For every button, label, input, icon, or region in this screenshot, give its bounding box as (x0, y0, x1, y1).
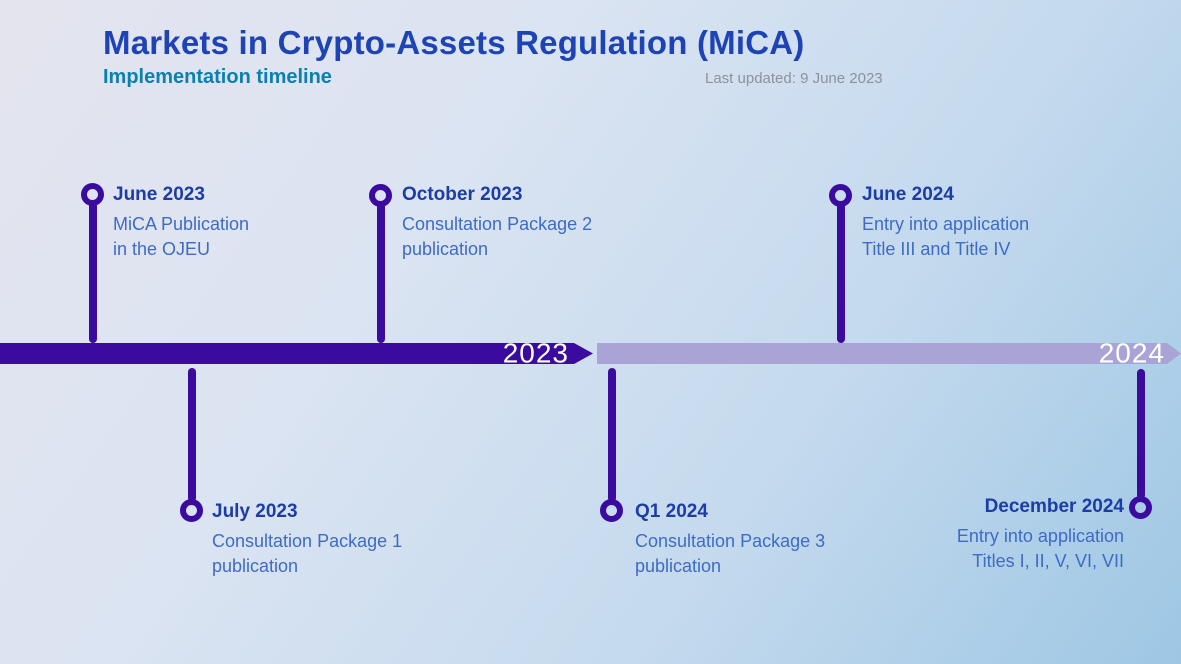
event-desc-line1: Consultation Package 1 (212, 531, 403, 551)
event-marker-icon (81, 183, 104, 206)
event-june-2024: June 2024 Entry into application Title I… (862, 184, 1029, 262)
event-date: June 2023 (113, 184, 205, 205)
event-desc-line1: Consultation Package 3 (635, 531, 826, 551)
event-date: July 2023 (212, 501, 298, 522)
event-desc-line2: publication (635, 556, 722, 576)
event-desc-line2: in the OJEU (113, 239, 211, 259)
page-title: Markets in Crypto-Assets Regulation (MiC… (103, 24, 805, 61)
event-december-2024: December 2024 Entry into application Tit… (957, 496, 1124, 574)
event-desc-line1: MiCA Publication (113, 214, 250, 234)
event-desc-line1: Entry into application (862, 214, 1030, 234)
timeline-bar-2023: 2023 (0, 343, 593, 364)
event-q1-2024: Q1 2024 Consultation Package 3 publicati… (635, 501, 825, 579)
event-marker-icon (1129, 496, 1152, 519)
year-label-2024: 2024 (1098, 336, 1165, 368)
event-description: MiCA Publication in the OJEU (113, 212, 249, 262)
event-connector (188, 368, 196, 502)
year-label-2023: 2023 (502, 336, 569, 368)
event-date: June 2024 (862, 184, 954, 205)
event-marker-icon (829, 184, 852, 207)
event-description: Consultation Package 1 publication (212, 529, 402, 579)
event-connector (89, 202, 97, 343)
event-date: December 2024 (984, 496, 1124, 517)
event-connector (1137, 369, 1145, 499)
event-desc-line1: Consultation Package 2 (402, 214, 593, 234)
last-updated-label: Last updated: 9 June 2023 (705, 70, 883, 87)
event-date: October 2023 (402, 184, 523, 205)
event-desc-line2: publication (212, 556, 299, 576)
event-connector (377, 203, 385, 343)
event-marker-icon (180, 499, 203, 522)
event-october-2023: October 2023 Consultation Package 2 publ… (402, 184, 592, 262)
event-marker-icon (600, 499, 623, 522)
event-desc-line2: Title III and Title IV (862, 239, 1011, 259)
event-description: Entry into application Titles I, II, V, … (957, 524, 1124, 574)
event-desc-line1: Entry into application (956, 526, 1124, 546)
event-marker-icon (369, 184, 392, 207)
event-connector (837, 203, 845, 343)
event-june-2023: June 2023 MiCA Publication in the OJEU (113, 184, 249, 262)
event-description: Entry into application Title III and Tit… (862, 212, 1029, 262)
event-date: Q1 2024 (635, 501, 708, 522)
timeline-bar-2024: 2024 (597, 343, 1181, 364)
page-subtitle: Implementation timeline (103, 66, 332, 88)
event-desc-line2: Titles I, II, V, VI, VII (972, 551, 1124, 571)
event-description: Consultation Package 3 publication (635, 529, 825, 579)
event-july-2023: July 2023 Consultation Package 1 publica… (212, 501, 402, 579)
event-desc-line2: publication (402, 239, 489, 259)
event-description: Consultation Package 2 publication (402, 212, 592, 262)
event-connector (608, 368, 616, 502)
